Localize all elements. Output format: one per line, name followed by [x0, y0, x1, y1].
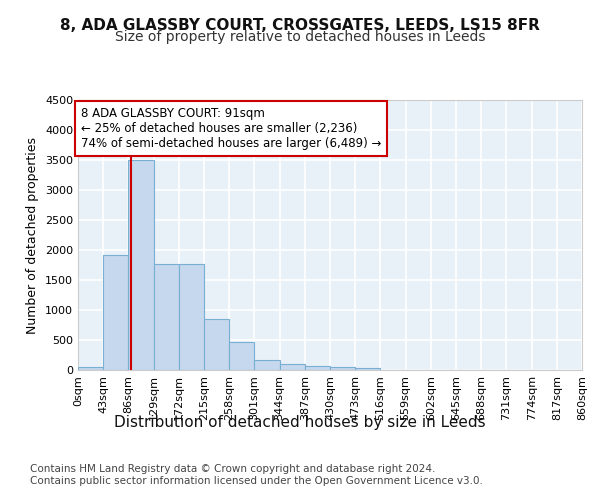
- Bar: [128, 160, 154, 370]
- Y-axis label: Number of detached properties: Number of detached properties: [26, 136, 40, 334]
- Text: Contains public sector information licensed under the Open Government Licence v3: Contains public sector information licen…: [30, 476, 483, 486]
- Text: 8 ADA GLASSBY COURT: 91sqm
← 25% of detached houses are smaller (2,236)
74% of s: 8 ADA GLASSBY COURT: 91sqm ← 25% of deta…: [81, 107, 382, 150]
- Bar: [179, 264, 204, 370]
- Text: Size of property relative to detached houses in Leeds: Size of property relative to detached ho…: [115, 30, 485, 44]
- Text: 8, ADA GLASSBY COURT, CROSSGATES, LEEDS, LS15 8FR: 8, ADA GLASSBY COURT, CROSSGATES, LEEDS,…: [60, 18, 540, 32]
- Bar: [254, 360, 280, 370]
- Bar: [78, 367, 103, 370]
- Bar: [154, 264, 179, 370]
- Bar: [103, 255, 128, 370]
- Bar: [280, 364, 305, 370]
- Bar: [305, 366, 330, 370]
- Bar: [229, 342, 254, 370]
- Bar: [355, 368, 380, 370]
- Bar: [204, 320, 229, 370]
- Text: Contains HM Land Registry data © Crown copyright and database right 2024.: Contains HM Land Registry data © Crown c…: [30, 464, 436, 474]
- Bar: [330, 366, 355, 370]
- Text: Distribution of detached houses by size in Leeds: Distribution of detached houses by size …: [114, 415, 486, 430]
